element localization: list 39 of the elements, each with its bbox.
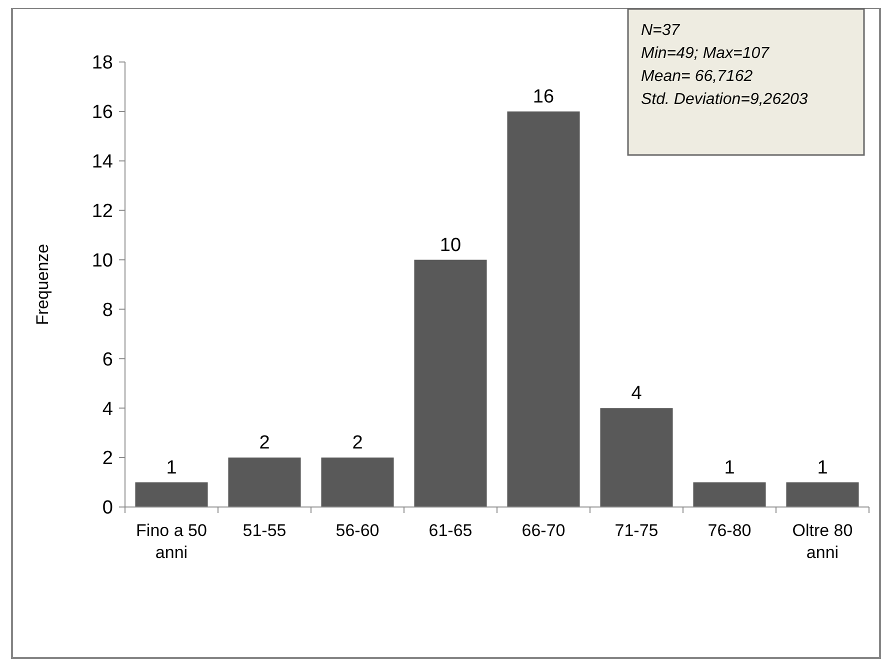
bar	[507, 111, 580, 507]
data-label: 1	[817, 457, 828, 478]
bar	[135, 482, 208, 507]
x-tick-label: 66-70	[522, 521, 566, 540]
x-tick-label: 76-80	[708, 521, 752, 540]
y-tick-label: 8	[102, 300, 113, 321]
bar	[600, 408, 673, 507]
bar	[228, 458, 301, 507]
x-tick-label: 51-55	[242, 521, 286, 540]
data-label: 4	[631, 383, 642, 404]
annotation: Std. Deviation=9,26203	[641, 91, 808, 108]
annotation: Mean= 66,7162	[641, 68, 753, 85]
y-tick-label: 16	[92, 102, 113, 124]
y-tick-label: 6	[102, 349, 113, 370]
x-tick-label: 71-75	[614, 521, 658, 540]
y-tick-label: 4	[102, 398, 114, 420]
text: N=37	[641, 22, 681, 39]
bar	[786, 482, 859, 507]
data-label: 2	[352, 432, 363, 454]
y-tick-label: 10	[92, 250, 113, 272]
y-tick-label: 12	[92, 200, 113, 222]
data-label: 10	[440, 234, 462, 256]
x-tick-label: Oltre 80 anni	[792, 521, 853, 562]
data-label: 1	[166, 457, 177, 478]
bar	[693, 482, 766, 507]
bar	[321, 458, 394, 507]
y-tick-label: 14	[92, 152, 114, 173]
x-tick-label: Fino a 50 anni	[136, 521, 207, 562]
x-tick-label: 61-65	[428, 521, 472, 540]
data-label: 2	[259, 432, 270, 454]
data-label: 16	[532, 86, 554, 108]
y-axis-title: Frequenze	[33, 244, 52, 326]
data-label: 1	[724, 457, 735, 478]
y-tick-label: 18	[92, 52, 113, 74]
bar	[414, 260, 487, 507]
y-tick-label: 2	[102, 448, 113, 470]
x-tick-label: 56-60	[336, 521, 380, 540]
y-tick-label: 0	[102, 498, 113, 519]
text: Min=49; Max=107	[641, 45, 770, 62]
